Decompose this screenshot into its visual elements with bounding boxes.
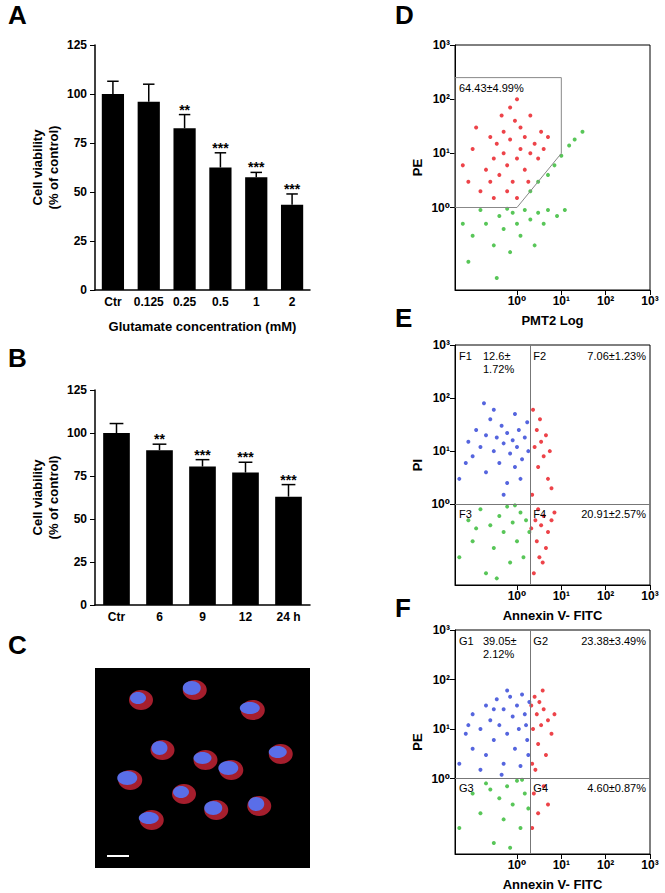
svg-text:50: 50 bbox=[74, 512, 88, 526]
svg-text:25: 25 bbox=[74, 234, 88, 248]
svg-text:125: 125 bbox=[67, 38, 87, 52]
svg-text:0.25: 0.25 bbox=[173, 295, 197, 309]
svg-text:B: B bbox=[8, 343, 27, 373]
svg-text:10¹: 10¹ bbox=[553, 294, 570, 308]
svg-text:125: 125 bbox=[67, 383, 87, 397]
svg-text:Glutamate concentration (mM): Glutamate concentration (mM) bbox=[109, 319, 297, 334]
svg-text:10¹: 10¹ bbox=[553, 858, 570, 872]
svg-text:1: 1 bbox=[253, 295, 260, 309]
svg-text:2.12%: 2.12% bbox=[483, 648, 514, 660]
svg-text:10²: 10² bbox=[597, 858, 614, 872]
svg-text:25: 25 bbox=[74, 555, 88, 569]
svg-text:75: 75 bbox=[74, 469, 88, 483]
svg-text:PMT2 Log: PMT2 Log bbox=[521, 313, 583, 328]
svg-text:23.38±3.49%: 23.38±3.49% bbox=[581, 635, 646, 647]
svg-text:F3: F3 bbox=[459, 508, 472, 520]
svg-text:Annexin V- FITC: Annexin V- FITC bbox=[503, 877, 603, 892]
svg-text:PI: PI bbox=[410, 459, 425, 471]
svg-text:10³: 10³ bbox=[433, 338, 450, 352]
svg-text:10²: 10² bbox=[597, 294, 614, 308]
svg-text:39.05±: 39.05± bbox=[483, 635, 517, 647]
svg-text:12: 12 bbox=[239, 610, 253, 624]
svg-text:10²: 10² bbox=[433, 391, 450, 405]
svg-text:10⁰: 10⁰ bbox=[508, 294, 527, 308]
svg-text:0.125: 0.125 bbox=[134, 295, 164, 309]
svg-text:10²: 10² bbox=[597, 589, 614, 603]
svg-text:10³: 10³ bbox=[641, 589, 658, 603]
svg-text:(% of control): (% of control) bbox=[46, 456, 61, 540]
svg-text:***: *** bbox=[237, 449, 254, 465]
svg-text:10⁰: 10⁰ bbox=[508, 589, 527, 603]
svg-text:10²: 10² bbox=[433, 673, 450, 687]
svg-text:D: D bbox=[395, 0, 414, 30]
svg-text:***: *** bbox=[212, 140, 229, 156]
svg-text:1.72%: 1.72% bbox=[483, 363, 514, 375]
svg-text:**: ** bbox=[179, 102, 190, 118]
svg-text:10¹: 10¹ bbox=[433, 146, 450, 160]
svg-text:10³: 10³ bbox=[433, 623, 450, 637]
svg-text:50: 50 bbox=[74, 185, 88, 199]
svg-text:75: 75 bbox=[74, 136, 88, 150]
svg-text:F1: F1 bbox=[459, 350, 472, 362]
svg-text:F2: F2 bbox=[533, 350, 546, 362]
svg-text:0.5: 0.5 bbox=[212, 295, 229, 309]
svg-text:10¹: 10¹ bbox=[433, 444, 450, 458]
svg-text:7.06±1.23%: 7.06±1.23% bbox=[587, 350, 646, 362]
svg-text:***: *** bbox=[280, 472, 297, 488]
svg-text:10⁰: 10⁰ bbox=[431, 497, 450, 511]
svg-text:12.6±: 12.6± bbox=[483, 350, 510, 362]
svg-text:10⁰: 10⁰ bbox=[508, 858, 527, 872]
svg-text:10²: 10² bbox=[433, 92, 450, 106]
svg-text:0: 0 bbox=[80, 598, 87, 612]
svg-text:2: 2 bbox=[289, 295, 296, 309]
svg-text:10¹: 10¹ bbox=[553, 589, 570, 603]
svg-text:10³: 10³ bbox=[641, 858, 658, 872]
svg-text:10³: 10³ bbox=[433, 38, 450, 52]
svg-text:4.60±0.87%: 4.60±0.87% bbox=[587, 782, 646, 794]
svg-text:Cell viability: Cell viability bbox=[30, 459, 45, 536]
svg-text:24 h: 24 h bbox=[276, 610, 300, 624]
svg-text:G1: G1 bbox=[459, 635, 474, 647]
svg-text:***: *** bbox=[194, 447, 211, 463]
svg-text:PE: PE bbox=[410, 159, 425, 177]
svg-text:***: *** bbox=[284, 181, 301, 197]
svg-text:G2: G2 bbox=[533, 635, 548, 647]
svg-text:100: 100 bbox=[67, 87, 87, 101]
svg-text:E: E bbox=[395, 303, 412, 333]
svg-text:10⁰: 10⁰ bbox=[431, 772, 450, 786]
svg-text:Ctr: Ctr bbox=[104, 295, 122, 309]
svg-text:100: 100 bbox=[67, 426, 87, 440]
svg-text:(% of control): (% of control) bbox=[46, 126, 61, 210]
svg-text:10⁰: 10⁰ bbox=[431, 201, 450, 215]
svg-text:**: ** bbox=[154, 431, 165, 447]
svg-text:64.43±4.99%: 64.43±4.99% bbox=[459, 82, 524, 94]
svg-text:Annexin V- FITC: Annexin V- FITC bbox=[503, 608, 603, 623]
svg-text:PE: PE bbox=[410, 733, 425, 751]
svg-text:G4: G4 bbox=[533, 782, 548, 794]
svg-text:20.91±2.57%: 20.91±2.57% bbox=[581, 508, 646, 520]
svg-text:F: F bbox=[395, 593, 411, 623]
svg-text:Ctr: Ctr bbox=[108, 610, 126, 624]
svg-text:F4: F4 bbox=[533, 508, 546, 520]
svg-text:10¹: 10¹ bbox=[433, 722, 450, 736]
svg-text:A: A bbox=[8, 0, 27, 30]
svg-text:10³: 10³ bbox=[641, 294, 658, 308]
svg-text:6: 6 bbox=[156, 610, 163, 624]
svg-text:C: C bbox=[8, 630, 27, 660]
svg-text:Cell viability: Cell viability bbox=[30, 129, 45, 206]
svg-text:G3: G3 bbox=[459, 782, 474, 794]
svg-text:9: 9 bbox=[199, 610, 206, 624]
svg-text:0: 0 bbox=[80, 283, 87, 297]
svg-text:***: *** bbox=[248, 159, 265, 175]
